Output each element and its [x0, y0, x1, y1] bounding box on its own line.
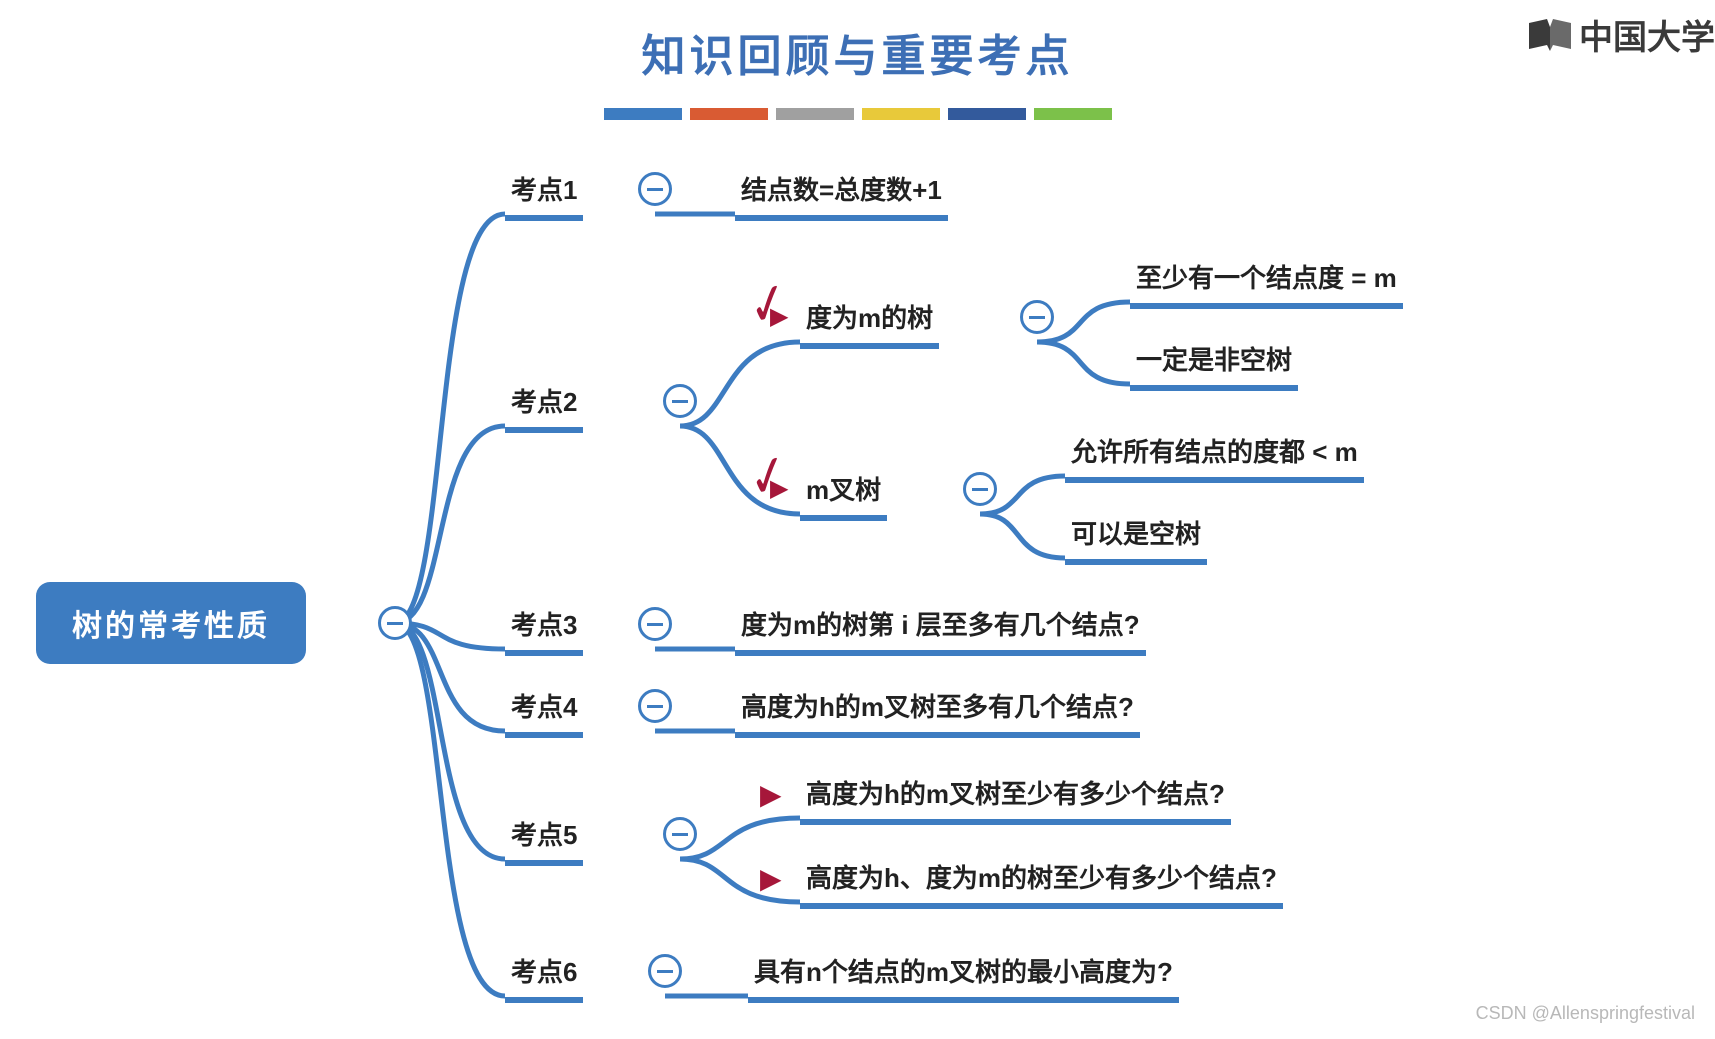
flag-icon: ▶ — [770, 474, 788, 503]
book-icon — [1527, 17, 1573, 53]
color-bar — [604, 108, 1112, 120]
collapse-icon[interactable] — [663, 817, 697, 851]
node-p5b[interactable]: 高度为h、度为m的树至少有多少个结点? — [800, 858, 1283, 909]
node-p6d[interactable]: 具有n个结点的m叉树的最小高度为? — [748, 952, 1179, 1003]
node-p2b1[interactable]: 允许所有结点的度都 < m — [1065, 432, 1364, 483]
brand-logo: 中国大学 — [1527, 10, 1715, 59]
collapse-icon[interactable] — [648, 954, 682, 988]
node-p3d[interactable]: 度为m的树第 i 层至多有几个结点? — [735, 605, 1146, 656]
node-p2a2[interactable]: 一定是非空树 — [1130, 340, 1298, 391]
node-p2b[interactable]: m叉树 — [800, 470, 887, 521]
node-p2a1[interactable]: 至少有一个结点度 = m — [1130, 258, 1403, 309]
flag-icon: ▶ — [770, 302, 788, 331]
seg-1 — [604, 108, 682, 120]
node-p3[interactable]: 考点3 — [505, 605, 583, 656]
collapse-icon[interactable] — [1020, 300, 1054, 334]
root-node[interactable]: 树的常考性质 — [36, 582, 306, 664]
collapse-icon[interactable] — [638, 172, 672, 206]
seg-6 — [1034, 108, 1112, 120]
node-p1d[interactable]: 结点数=总度数+1 — [735, 170, 948, 221]
node-p5[interactable]: 考点5 — [505, 815, 583, 866]
collapse-icon[interactable] — [378, 606, 412, 640]
page-title: 知识回顾与重要考点 — [642, 20, 1074, 84]
node-p5a[interactable]: 高度为h的m叉树至少有多少个结点? — [800, 774, 1231, 825]
seg-2 — [690, 108, 768, 120]
seg-4 — [862, 108, 940, 120]
flag-icon: ▶ — [760, 862, 782, 895]
node-p1[interactable]: 考点1 — [505, 170, 583, 221]
collapse-icon[interactable] — [663, 384, 697, 418]
seg-3 — [776, 108, 854, 120]
collapse-icon[interactable] — [638, 689, 672, 723]
collapse-icon[interactable] — [963, 472, 997, 506]
node-p2b2[interactable]: 可以是空树 — [1065, 514, 1207, 565]
node-p4[interactable]: 考点4 — [505, 687, 583, 738]
flag-icon: ▶ — [760, 778, 782, 811]
seg-5 — [948, 108, 1026, 120]
collapse-icon[interactable] — [638, 607, 672, 641]
node-p6[interactable]: 考点6 — [505, 952, 583, 1003]
brand-text: 中国大学 — [1579, 10, 1715, 59]
node-p4d[interactable]: 高度为h的m叉树至多有几个结点? — [735, 687, 1140, 738]
node-p2a[interactable]: 度为m的树 — [800, 298, 939, 349]
watermark: CSDN @Allenspringfestival — [1476, 1003, 1695, 1024]
node-p2[interactable]: 考点2 — [505, 382, 583, 433]
